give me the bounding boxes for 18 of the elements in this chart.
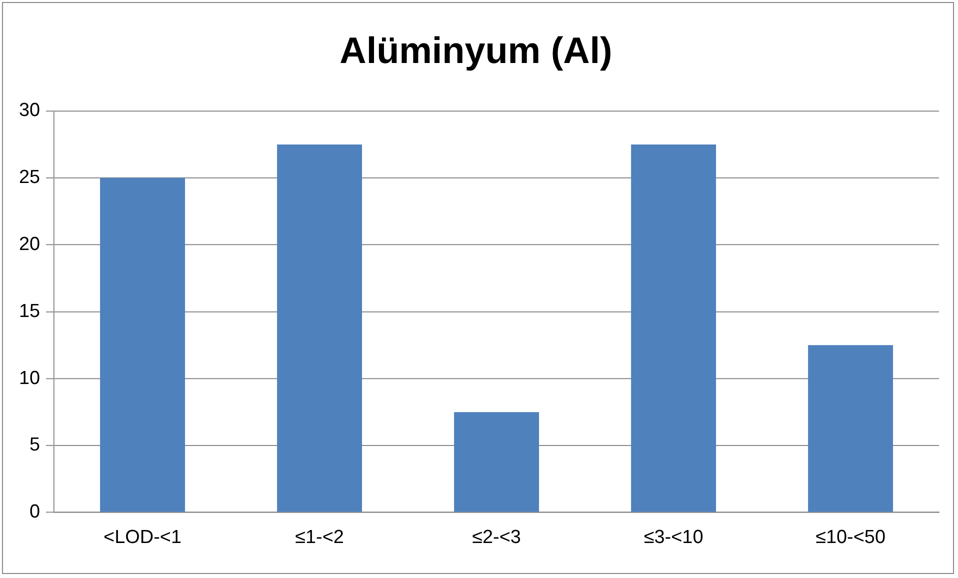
bar [454, 412, 540, 512]
bar [100, 178, 186, 512]
x-tick-label: ≤10-<50 [816, 526, 886, 548]
chart-title: Alüminyum (Al) [340, 30, 612, 72]
bar [277, 144, 362, 512]
bar [808, 345, 894, 512]
y-tick-label: 15 [18, 300, 40, 322]
x-tick-label: ≤2-<3 [472, 526, 521, 548]
x-tick-label: <LOD-<1 [104, 526, 182, 548]
x-tick-label: ≤1-<2 [295, 526, 344, 548]
y-tick-label: 20 [18, 234, 40, 256]
y-tick-label: 0 [30, 502, 40, 523]
bar [631, 144, 716, 512]
y-tick-label: 10 [18, 368, 40, 389]
y-tick-label: 25 [18, 167, 40, 188]
y-tick-label: 5 [30, 434, 40, 456]
y-tick-label: 30 [18, 100, 40, 122]
x-tick-label: ≤3-<10 [644, 526, 704, 548]
